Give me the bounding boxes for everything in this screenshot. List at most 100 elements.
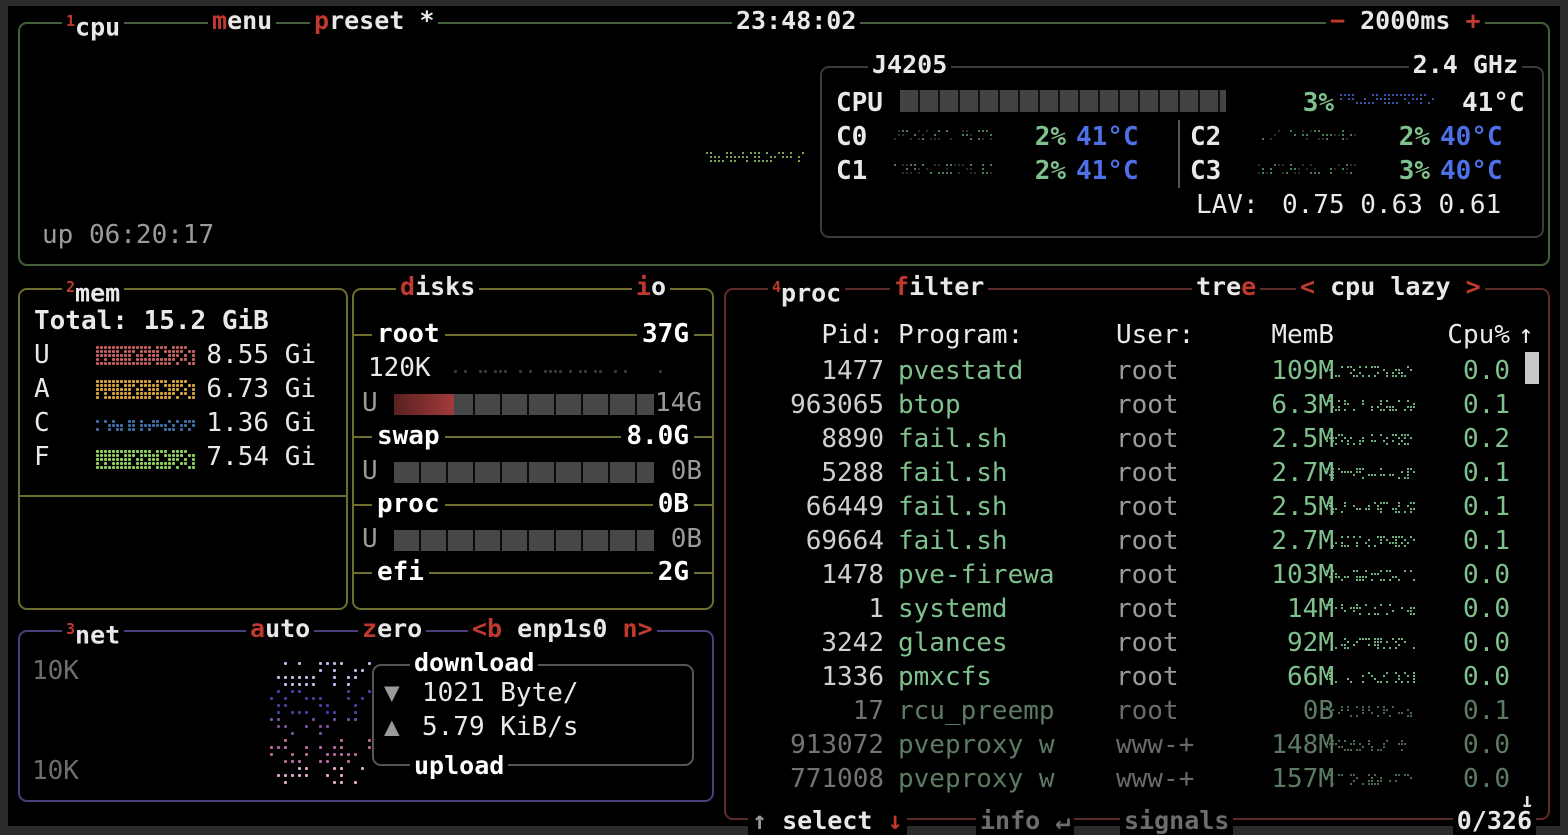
disk-size-swap: 8.0G [621, 423, 694, 449]
cell-cpu-graph [1326, 604, 1418, 618]
cpu-box-title[interactable]: 1cpu [62, 7, 124, 41]
cell-user: root [1116, 490, 1179, 524]
table-row[interactable]: 1 systemd root 14M 0.0 [726, 592, 1548, 626]
disks-box-title[interactable]: disks [396, 273, 479, 301]
cell-memb: 157M [1226, 762, 1334, 796]
table-row[interactable]: 1477 pvestatd root 109M 0.0 [726, 354, 1548, 388]
net-traffic-graph [270, 662, 378, 794]
cell-user: root [1116, 422, 1179, 456]
table-row[interactable]: 1336 pmxcfs root 66M 0.0 [726, 660, 1548, 694]
disk-size-proc: 0B [653, 491, 694, 517]
proc-box-title[interactable]: 4proc [768, 273, 845, 307]
mem-box-title[interactable]: 2mem [62, 273, 124, 307]
update-interval-control[interactable]: − 2000ms + [1326, 7, 1485, 35]
disk-io-graph-root [454, 370, 666, 378]
table-row[interactable]: 17 rcu_preemp root 0B 0.1 [726, 694, 1548, 728]
core-pct-c3: 3% [1368, 158, 1430, 184]
cell-cpu: 0.2 [1426, 422, 1510, 456]
disk-bar-fill-root [394, 394, 454, 415]
cell-memb: 14M [1226, 592, 1334, 626]
cell-memb: 2.5M [1226, 422, 1334, 456]
disk-used-swap: 0B [640, 458, 702, 484]
interval-minus-button[interactable]: − [1330, 6, 1345, 35]
mem-row-key-cached: C [34, 410, 50, 436]
disk-bar-root [394, 394, 654, 415]
cell-cpu-graph [1326, 366, 1418, 380]
cell-user: www-+ [1116, 762, 1194, 796]
sort-direction-arrow[interactable]: ↑ [1518, 318, 1534, 352]
iface-next-button[interactable]: n> [623, 614, 653, 643]
table-row[interactable]: 771008 pveproxy w www-+ 157M 0.0 [726, 762, 1548, 796]
net-auto-button[interactable]: auto [246, 615, 314, 643]
disk-name-proc[interactable]: proc [372, 491, 445, 517]
proc-sort-selector[interactable]: < cpu lazy > [1296, 273, 1485, 301]
table-row[interactable]: 963065 btop root 6.3M 0.1 [726, 388, 1548, 422]
proc-scrollbar-thumb[interactable] [1525, 352, 1539, 384]
proc-filter-button[interactable]: filter [890, 273, 988, 301]
cpu-menu-button[interactable]: menu [208, 7, 276, 35]
table-row[interactable]: 69664 fail.sh root 2.7M 0.1 [726, 524, 1548, 558]
proc-box: 4proc filter tree < cpu lazy > Pid: Prog… [724, 288, 1550, 820]
net-box-title[interactable]: 3net [62, 615, 124, 649]
cell-cpu: 0.1 [1426, 456, 1510, 490]
disk-name-efi[interactable]: efi [372, 559, 429, 585]
cell-cpu: 0.1 [1426, 524, 1510, 558]
net-zero-button[interactable]: zero [358, 615, 426, 643]
iface-prev-button[interactable]: <b [472, 614, 502, 643]
cpu-box-number: 1 [66, 12, 75, 30]
column-header-memb[interactable]: MemB [1226, 318, 1334, 352]
mem-row-key-used: U [34, 342, 50, 368]
disk-name-root[interactable]: root [372, 321, 445, 347]
proc-signals-hint[interactable]: signals [1120, 807, 1233, 835]
disks-io-toggle[interactable]: io [632, 273, 670, 301]
net-rate-panel: download upload ▼ 1021 Byte/ ▲ 5.79 KiB/… [372, 664, 694, 766]
column-header-cpu[interactable]: Cpu% [1426, 318, 1510, 352]
zero-label: ero [377, 614, 422, 643]
sort-next-button[interactable]: > [1466, 272, 1481, 301]
cell-user: root [1116, 456, 1179, 490]
sort-prev-button[interactable]: < [1300, 272, 1315, 301]
core-temp-c2-text: 40°C [1440, 122, 1503, 152]
table-row[interactable]: 3242 glances root 92M 0.0 [726, 626, 1548, 660]
proc-box-label: proc [781, 278, 841, 307]
table-row[interactable]: 66449 fail.sh root 2.5M 0.1 [726, 490, 1548, 524]
cell-pid: 771008 [790, 762, 884, 796]
preset-star: * [419, 6, 434, 35]
column-header-pid[interactable]: Pid: [821, 318, 884, 352]
proc-tree-toggle[interactable]: tree [1192, 273, 1260, 301]
cell-user: root [1116, 626, 1179, 660]
cell-cpu: 0.0 [1426, 762, 1510, 796]
cell-program: fail.sh [898, 456, 1008, 490]
proc-info-hint[interactable]: info ↵ [976, 807, 1074, 835]
disks-label: isks [415, 272, 475, 301]
cell-cpu-graph [1326, 740, 1418, 754]
upload-label: upload [410, 752, 508, 780]
proc-header-row: Pid: Program: User: MemB Cpu% ↑ [726, 318, 1548, 352]
cell-memb: 2.7M [1226, 456, 1334, 490]
table-row[interactable]: 913072 pveproxy w www-+ 148M 0.0 [726, 728, 1548, 762]
table-row[interactable]: 8890 fail.sh root 2.5M 0.2 [726, 422, 1548, 456]
cpu-preset-button[interactable]: preset * [310, 7, 438, 35]
proc-select-hint[interactable]: ↑ select ↓ [748, 807, 907, 835]
cell-pid: 1477 [821, 354, 884, 388]
download-arrow-icon: ▼ [384, 680, 400, 706]
disk-used-key-root: U [362, 390, 378, 416]
column-header-user[interactable]: User: [1116, 318, 1194, 352]
proc-count: 0/326 [1453, 807, 1536, 835]
table-row[interactable]: 5288 fail.sh root 2.7M 0.1 [726, 456, 1548, 490]
interval-plus-button[interactable]: + [1466, 6, 1481, 35]
cell-cpu-graph [1326, 468, 1418, 482]
disks-hotkey: d [400, 272, 415, 301]
cell-pid: 69664 [806, 524, 884, 558]
disk-size-efi: 2G [653, 559, 694, 585]
table-row[interactable]: 1478 pve-firewa root 103M 0.0 [726, 558, 1548, 592]
clock: 23:48:02 [732, 7, 860, 35]
disk-name-swap[interactable]: swap [372, 423, 445, 449]
interval-value: 2000ms [1360, 6, 1450, 35]
net-interface-selector[interactable]: <b enp1s0 n> [468, 615, 657, 643]
core-label-c1: C1 [836, 158, 867, 184]
cell-program: fail.sh [898, 524, 1008, 558]
cpu-frequency: 2.4 GHz [1409, 51, 1522, 79]
cell-memb: 148M [1226, 728, 1334, 762]
column-header-program[interactable]: Program: [898, 318, 1023, 352]
